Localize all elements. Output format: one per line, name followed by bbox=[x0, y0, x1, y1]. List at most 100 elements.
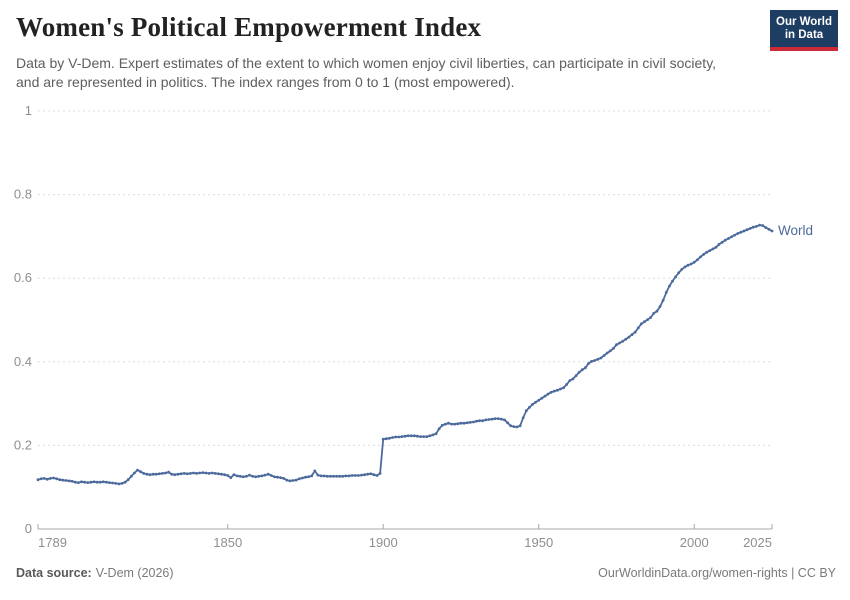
data-point bbox=[571, 377, 575, 381]
data-point bbox=[689, 262, 693, 266]
data-point bbox=[294, 478, 298, 482]
data-point bbox=[602, 354, 606, 357]
data-point bbox=[316, 473, 320, 477]
data-point bbox=[384, 437, 388, 441]
data-point bbox=[238, 474, 242, 478]
data-point bbox=[307, 475, 310, 479]
data-point bbox=[167, 470, 171, 474]
data-point bbox=[456, 422, 460, 426]
data-point bbox=[129, 474, 133, 478]
data-point bbox=[123, 480, 127, 484]
data-point bbox=[537, 398, 541, 402]
data-point bbox=[161, 472, 164, 475]
data-point bbox=[596, 357, 600, 361]
data-point bbox=[133, 471, 136, 475]
data-point bbox=[658, 305, 662, 308]
x-axis-tick-label: 1950 bbox=[524, 535, 553, 550]
data-point bbox=[643, 320, 646, 324]
data-point bbox=[406, 434, 410, 438]
line-chart[interactable]: 0 0.2 0.4 0.6 0.8 1 1789 1850 1900 1950 2000 2025 Wo… bbox=[0, 95, 850, 565]
data-point bbox=[391, 436, 394, 439]
data-point bbox=[248, 473, 251, 477]
data-point bbox=[266, 472, 270, 476]
owid-logo[interactable]: Our World in Data bbox=[770, 10, 838, 51]
data-point bbox=[269, 474, 273, 477]
data-point bbox=[593, 359, 597, 362]
data-point bbox=[101, 480, 105, 484]
data-point bbox=[767, 227, 771, 231]
data-point bbox=[360, 473, 363, 477]
data-point bbox=[412, 434, 416, 438]
data-point bbox=[220, 472, 223, 476]
data-source-label: Data source: bbox=[16, 566, 92, 580]
data-point bbox=[515, 425, 519, 429]
data-point bbox=[347, 474, 351, 478]
data-point bbox=[633, 330, 637, 334]
data-point bbox=[727, 237, 730, 240]
data-point bbox=[649, 316, 653, 319]
data-point bbox=[39, 477, 43, 481]
data-point bbox=[282, 477, 286, 480]
data-point bbox=[565, 383, 569, 386]
data-point bbox=[254, 475, 258, 479]
data-point bbox=[751, 225, 755, 229]
data-point bbox=[235, 474, 239, 478]
data-point bbox=[587, 362, 590, 365]
data-point bbox=[108, 481, 111, 484]
data-point bbox=[618, 341, 621, 345]
data-point bbox=[534, 400, 537, 404]
data-point bbox=[447, 421, 450, 425]
data-point bbox=[329, 474, 332, 478]
data-point bbox=[241, 475, 245, 479]
data-point bbox=[518, 424, 522, 428]
data-point bbox=[615, 343, 618, 347]
data-point bbox=[136, 468, 139, 472]
data-point bbox=[543, 394, 547, 398]
data-point bbox=[213, 472, 217, 475]
data-point bbox=[496, 417, 500, 420]
data-point bbox=[745, 228, 749, 232]
y-axis-tick-label: 0.8 bbox=[14, 187, 32, 202]
data-point bbox=[462, 421, 466, 425]
data-point bbox=[764, 226, 768, 230]
data-point bbox=[661, 299, 665, 302]
data-point bbox=[733, 233, 737, 237]
x-axis-tick-label: 1900 bbox=[369, 535, 398, 550]
data-point bbox=[92, 480, 96, 484]
data-point bbox=[568, 379, 572, 382]
data-point bbox=[245, 474, 248, 478]
data-point bbox=[251, 474, 255, 478]
credit-link[interactable]: OurWorldinData.org/women-rights | CC BY bbox=[598, 566, 836, 580]
data-point bbox=[655, 309, 659, 313]
data-point bbox=[748, 227, 752, 230]
series-label-world[interactable]: World bbox=[778, 223, 813, 238]
data-point bbox=[388, 436, 391, 440]
data-point bbox=[506, 421, 509, 425]
data-point bbox=[80, 480, 83, 484]
data-point bbox=[612, 347, 615, 350]
data-point bbox=[434, 432, 438, 436]
data-point bbox=[556, 388, 559, 392]
data-point bbox=[98, 480, 102, 484]
data-point bbox=[223, 473, 227, 477]
data-point bbox=[285, 478, 289, 482]
data-point bbox=[319, 474, 323, 478]
data-point bbox=[77, 481, 80, 484]
data-point bbox=[151, 472, 155, 476]
data-point bbox=[164, 471, 167, 475]
data-point bbox=[301, 476, 304, 480]
data-point bbox=[276, 475, 279, 479]
x-axis-tick-label: 2025 bbox=[743, 535, 772, 550]
data-point bbox=[758, 223, 761, 227]
data-point bbox=[273, 475, 276, 479]
data-point bbox=[313, 469, 317, 473]
data-point bbox=[528, 406, 531, 409]
data-point bbox=[630, 333, 634, 336]
data-point bbox=[605, 351, 609, 355]
data-point bbox=[142, 472, 146, 475]
data-point bbox=[680, 268, 684, 271]
data-point bbox=[157, 472, 161, 476]
data-point bbox=[145, 472, 149, 476]
chart-canvas[interactable]: 0 0.2 0.4 0.6 0.8 1 1789 1850 1900 1950 2000 2025 Wo… bbox=[0, 95, 850, 565]
data-point bbox=[708, 249, 712, 253]
